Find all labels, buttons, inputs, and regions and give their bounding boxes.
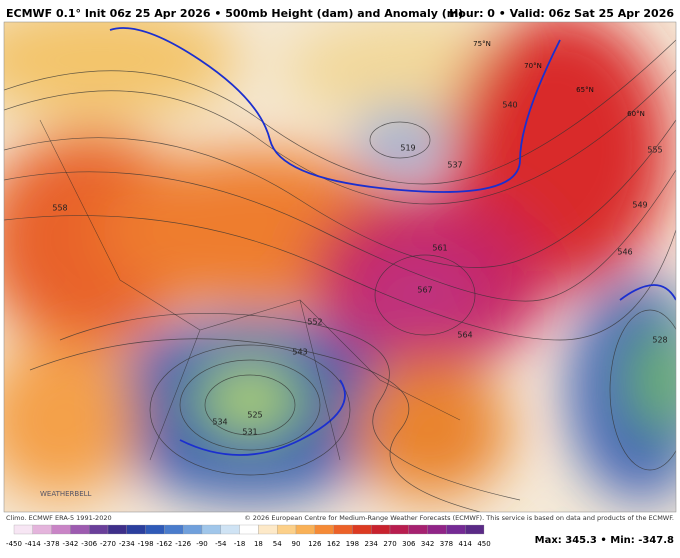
colorbar-swatch (32, 524, 52, 535)
colorbar-label: 126 (308, 540, 322, 548)
contour-label: 564 (457, 331, 472, 340)
colorbar-swatch (465, 524, 485, 535)
colorbar-label: 18 (254, 540, 263, 548)
contour-label: 558 (52, 204, 67, 213)
colorbar-label: 54 (273, 540, 282, 548)
colorbar-swatch (220, 524, 240, 535)
contour-label: 567 (417, 286, 432, 295)
colorbar-swatch (352, 524, 372, 535)
contour-label: 540 (502, 101, 517, 110)
colorbar-swatch (295, 524, 315, 535)
colorbar-label: 198 (346, 540, 359, 548)
contour-label: 525 (247, 411, 262, 420)
colorbar-label: 306 (402, 540, 416, 548)
colorbar-label: -270 (100, 540, 116, 548)
latitude-label: 60°N (627, 110, 645, 118)
colorbar-swatch (51, 524, 71, 535)
latitude-label: 65°N (576, 86, 594, 94)
header-valid: Hour: 0 • Valid: 06z Sat 25 Apr 2026 (449, 7, 674, 20)
colorbar-swatch (239, 524, 259, 535)
contour-label: 537 (447, 161, 462, 170)
colorbar-label: 342 (421, 540, 434, 548)
colorbar-label: 90 (292, 540, 301, 548)
header-title: ECMWF 0.1° Init 06z 25 Apr 2026 • 500mb … (6, 7, 463, 20)
colorbar-label: 450 (477, 540, 490, 548)
extremes: Max: 345.3 • Min: -347.8 (535, 535, 674, 546)
contour-label: 555 (647, 146, 662, 155)
contour-label: 531 (242, 428, 257, 437)
colorbar-swatch (126, 524, 146, 535)
colorbar-label: 270 (383, 540, 396, 548)
latitude-label: 75°N (473, 40, 491, 48)
map-area (4, 22, 676, 512)
colorbar-label: -90 (196, 540, 207, 548)
colorbar-swatch (314, 524, 334, 535)
contour-label: 534 (212, 418, 227, 427)
colorbar-label: -54 (215, 540, 227, 548)
colorbar-swatch (89, 524, 109, 535)
colorbar-label: -162 (156, 540, 172, 548)
colorbar-label: -342 (62, 540, 78, 548)
contours (4, 27, 676, 512)
colorbar-label: -378 (44, 540, 60, 548)
colorbar-swatch (371, 524, 391, 535)
colorbar-swatch (107, 524, 127, 535)
colorbar-swatch (258, 524, 278, 535)
colorbar-label: -414 (25, 540, 41, 548)
colorbar-label: 414 (459, 540, 473, 548)
colorbar-swatch (13, 524, 33, 535)
footer-climo: Climo. ECMWF ERA-5 1991-2020 (6, 514, 112, 522)
colorbar-swatch (70, 524, 90, 535)
colorbar-swatch (201, 524, 221, 535)
colorbar-label: -18 (234, 540, 245, 548)
latitude-label: 70°N (524, 62, 542, 70)
contour-label: 549 (632, 201, 647, 210)
colorbar-swatch (164, 524, 184, 535)
colorbar-label: -306 (81, 540, 97, 548)
colorbar-swatch (183, 524, 203, 535)
contour-label: 519 (400, 144, 415, 153)
contour-label: 528 (652, 336, 667, 345)
colorbar-swatch (145, 524, 165, 535)
colorbar-swatch (333, 524, 353, 535)
colorbar-swatch (446, 524, 466, 535)
colorbar-label: -126 (175, 540, 191, 548)
footer-copyright: © 2026 European Centre for Medium-Range … (244, 514, 674, 522)
colorbar-swatch (389, 524, 409, 535)
contour-label: 543 (292, 348, 307, 357)
colorbar-label: -234 (119, 540, 135, 548)
colorbar-swatch (427, 524, 447, 535)
contour-label: 546 (617, 248, 632, 257)
colorbar-swatch (277, 524, 297, 535)
colorbar-label: 234 (365, 540, 379, 548)
colorbar-label: -450 (6, 540, 22, 548)
colorbar-swatch (408, 524, 428, 535)
watermark: WEATHERBELL (40, 490, 92, 498)
colorbar-label: 162 (327, 540, 340, 548)
colorbar-label: -198 (138, 540, 154, 548)
contour-label: 552 (307, 318, 322, 327)
contour-label: 561 (432, 244, 447, 253)
colorbar-label: 378 (440, 540, 453, 548)
